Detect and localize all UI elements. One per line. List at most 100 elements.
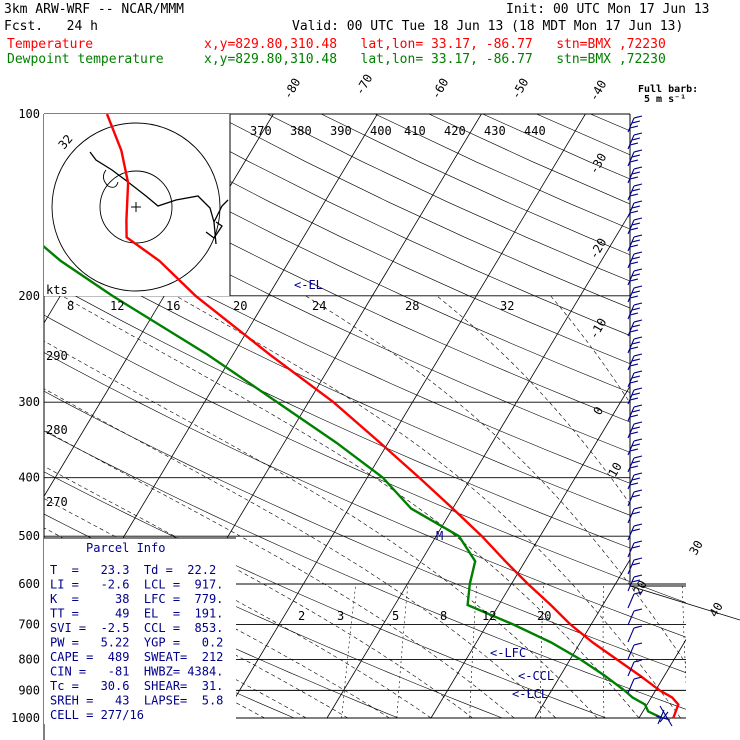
wind-barb (633, 557, 643, 561)
wind-barb (631, 528, 641, 532)
wind-barb (629, 346, 639, 350)
mixing-ratio-line (396, 583, 409, 719)
parcel-panel (44, 538, 236, 724)
wind-barb (633, 132, 643, 136)
parcel-row: CIN = -81 HWBZ= 4384. (50, 665, 223, 679)
moist-adiabat-line (44, 295, 557, 719)
mixing-ratio-line (341, 583, 357, 719)
isotherm-label: -50 (508, 76, 531, 102)
wind-barb (633, 676, 643, 680)
wind-barb (627, 406, 635, 422)
wind-barb (627, 644, 635, 660)
wind-barb (627, 661, 635, 677)
wind-barb (627, 491, 635, 507)
wind-barb (633, 625, 643, 629)
pressure-tick-label: 600 (18, 577, 40, 591)
wind-barb (633, 642, 643, 646)
wind-barb (629, 465, 639, 469)
isotherm-line (534, 114, 686, 719)
wind-barb (633, 285, 643, 289)
wind-barb (627, 304, 635, 320)
wind-barb (629, 244, 639, 248)
wind-barb (631, 409, 641, 413)
parcel-row: TT = 49 EL = 191. (50, 607, 223, 621)
theta-label: 410 (404, 124, 426, 138)
wind-barb (627, 576, 635, 592)
pressure-tick-label: 400 (18, 471, 40, 485)
parcel-row: K = 38 LFC = 779. (50, 592, 223, 606)
isotherm-label: -60 (428, 76, 451, 102)
wind-barb (631, 545, 641, 549)
dry-adiabat-line (44, 114, 686, 719)
dry-adiabat-line (644, 114, 686, 719)
wind-barb (633, 166, 643, 170)
frame-bevel (629, 585, 740, 621)
wind-barb (627, 627, 635, 643)
temperature-legend-label: Temperature (7, 37, 94, 52)
mixing-ratio-line (540, 583, 544, 719)
dry-adiabat-line (105, 114, 686, 719)
wind-barb (655, 705, 673, 727)
wind-barb (631, 494, 641, 498)
wind-barb (631, 460, 641, 464)
wind-barb (627, 287, 635, 303)
theta-label: 430 (484, 124, 506, 138)
parcel-title: Parcel Info (86, 541, 165, 555)
wind-barb (633, 574, 643, 578)
wind-barb (633, 336, 643, 340)
wind-barb (631, 443, 641, 447)
dry-adiabat-line (44, 114, 686, 719)
theta-label: 400 (370, 124, 392, 138)
wind-barb (633, 608, 643, 612)
wind-barb (631, 205, 641, 209)
wind-barb (631, 222, 641, 226)
isotherm-label: -40 (586, 78, 609, 104)
wind-barb (627, 117, 635, 133)
parcel-row: Tc = 30.6 SHEAR= 31. (50, 679, 223, 693)
wind-barb (633, 591, 643, 595)
isotherm-label: -70 (352, 72, 375, 98)
wind-barb (631, 477, 641, 481)
wind-barb (633, 472, 643, 476)
wind-barb (629, 176, 639, 180)
init-time: Init: 00 UTC Mon 17 Jun 13 (506, 2, 710, 17)
wind-barb (627, 457, 635, 473)
mixing-ratio-label: 8 (440, 609, 447, 623)
wind-barb (627, 168, 635, 184)
wind-barb (629, 159, 639, 163)
isotherm-label: 20 (630, 578, 649, 598)
mixing-ratio-line (469, 583, 478, 719)
wind-barb (627, 678, 635, 694)
wind-barb (633, 115, 643, 119)
wind-barb (627, 219, 635, 235)
dewpoint-legend-label: Dewpoint temperature (7, 52, 164, 67)
hodograph-ring-label: 32 (500, 299, 514, 313)
wind-barb (627, 474, 635, 490)
wind-barb (629, 142, 639, 146)
model-title: 3km ARW-WRF -- NCAR/MMM (4, 2, 185, 17)
isotherm-label: 30 (686, 538, 705, 558)
wind-barb (633, 506, 643, 510)
mixing-ratio-label: 12 (482, 609, 496, 623)
wind-barb (627, 610, 635, 626)
wind-barb (629, 227, 639, 231)
wind-barb (627, 202, 635, 218)
temperature-legend-location: x,y=829.80,310.48 lat,lon= 33.17, -86.77… (204, 37, 666, 52)
theta-label: 380 (290, 124, 312, 138)
dry-adiabat-line (213, 114, 686, 719)
wind-barb (633, 540, 643, 544)
full-barb-label: Full barb: (638, 84, 699, 95)
wind-barb (629, 329, 639, 333)
level-marker-label: <-LFC (490, 646, 526, 660)
moist-adiabat-line (550, 295, 686, 719)
hodograph-units: kts (46, 283, 68, 297)
hodograph-ring-label: 28 (405, 299, 419, 313)
isotherm-label: 40 (706, 600, 725, 620)
wind-barb (633, 404, 643, 408)
theta-label: 440 (524, 124, 546, 138)
dry-adiabat-line (44, 114, 686, 719)
wind-barb (629, 295, 639, 299)
wind-barb (627, 389, 635, 405)
hodograph-ring (51, 122, 221, 292)
